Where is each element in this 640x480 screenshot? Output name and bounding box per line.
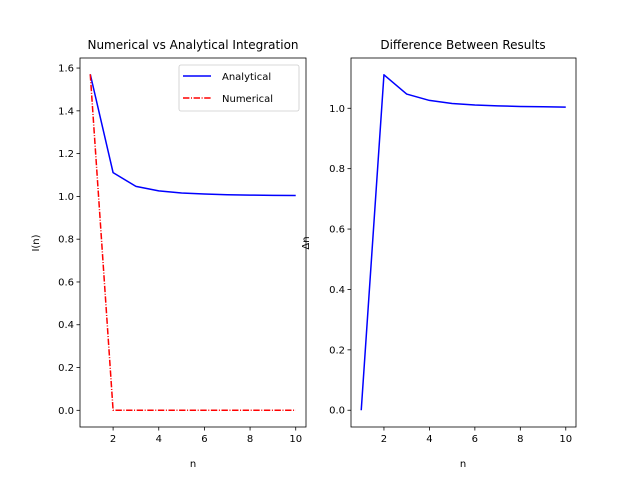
left-x-axis-label: n (190, 459, 196, 470)
left-y-tick-label: 1.0 (58, 192, 74, 203)
right-y-tick-label: 0.4 (329, 285, 345, 296)
right-x-tick-label: 4 (426, 434, 432, 445)
left-x-tick-label: 2 (110, 434, 116, 445)
right-x-tick-label: 2 (381, 434, 387, 445)
left-y-tick-label: 0.2 (58, 363, 74, 374)
right-subplot: Difference Between Results n Δn 2 4 6 8 10 0.… (301, 38, 577, 470)
right-y-tick-label: 0.6 (329, 225, 345, 236)
left-x-tick-label: 4 (156, 434, 162, 445)
left-x-tick-label: 8 (247, 434, 253, 445)
right-y-axis-label: Δn (301, 236, 312, 249)
left-y-axis-label: I(n) (31, 234, 42, 251)
left-subplot: Numerical vs Analytical Integration n I(… (31, 38, 307, 470)
right-chart-title: Difference Between Results (380, 38, 545, 52)
left-y-tick-label: 0.0 (58, 406, 74, 417)
right-y-tick-label: 0.2 (329, 345, 345, 356)
left-legend: Analytical Numerical (178, 64, 300, 112)
left-ticks: 2 4 6 8 10 0.0 0.2 0.4 0.6 0.8 1.0 1.2 1.4 1.6 (58, 64, 302, 445)
left-y-tick-label: 1.6 (58, 64, 74, 75)
left-numerical-line (89, 74, 296, 412)
legend-label-analytical: Analytical (222, 72, 271, 83)
left-y-tick-label: 1.4 (58, 106, 74, 117)
left-lines (89, 74, 296, 412)
right-x-tick-label: 6 (472, 434, 478, 445)
right-difference-line (360, 74, 566, 411)
right-x-axis-label: n (460, 459, 466, 470)
left-x-tick-label: 6 (201, 434, 207, 445)
right-ticks: 2 4 6 8 10 0.0 0.2 0.4 0.6 0.8 1.0 (329, 104, 572, 445)
left-x-tick-label: 10 (289, 434, 302, 445)
right-y-tick-label: 1.0 (329, 104, 345, 115)
right-x-tick-label: 10 (559, 434, 572, 445)
right-lines (360, 74, 566, 411)
left-chart-title: Numerical vs Analytical Integration (87, 38, 298, 52)
right-y-tick-label: 0.0 (329, 406, 345, 417)
left-y-tick-label: 0.4 (58, 320, 74, 331)
left-y-tick-label: 1.2 (58, 149, 74, 160)
right-plot-frame (350, 57, 577, 428)
left-y-tick-label: 0.8 (58, 235, 74, 246)
left-y-tick-label: 0.6 (58, 277, 74, 288)
legend-label-numerical: Numerical (222, 94, 273, 105)
right-y-tick-label: 0.8 (329, 164, 345, 175)
right-x-tick-label: 8 (517, 434, 523, 445)
left-plot-frame (79, 57, 307, 428)
left-analytical-line (89, 74, 296, 197)
